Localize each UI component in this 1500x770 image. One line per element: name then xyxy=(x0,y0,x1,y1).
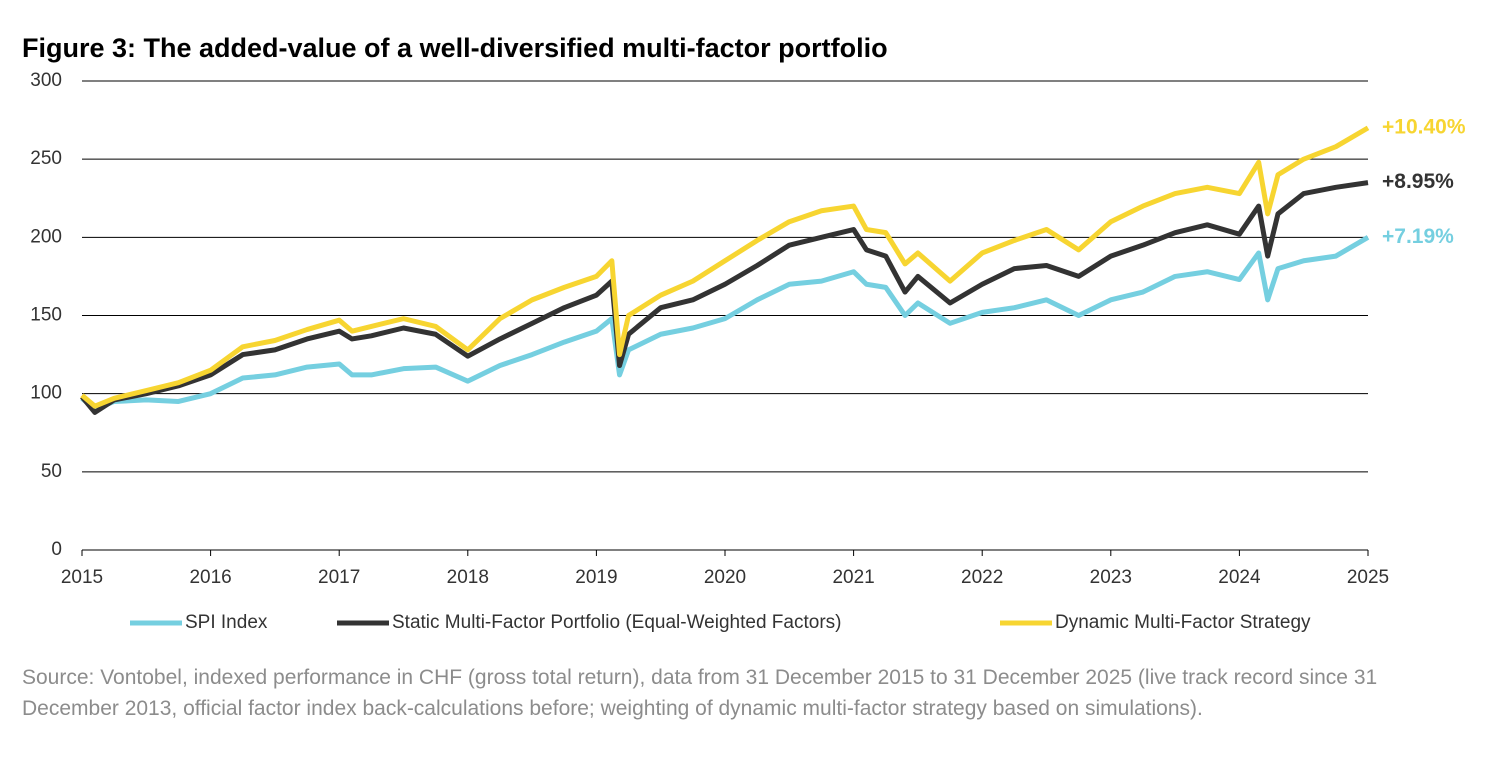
legend-label: Static Multi-Factor Portfolio (Equal-Wei… xyxy=(392,612,841,633)
source-note: Source: Vontobel, indexed performance in… xyxy=(22,666,1378,720)
x-tick-label: 2024 xyxy=(1218,567,1261,588)
series-line xyxy=(80,125,1370,409)
legend-label: Dynamic Multi-Factor Strategy xyxy=(1055,612,1311,633)
x-tick-label: 2017 xyxy=(318,567,360,588)
y-tick-label: 200 xyxy=(30,226,62,247)
end-label: +7.19% xyxy=(1382,225,1454,248)
x-tick-label: 2021 xyxy=(832,567,874,588)
y-tick-label: 300 xyxy=(30,70,62,91)
x-tick-label: 2023 xyxy=(1090,567,1132,588)
chart-title: Figure 3: The added-value of a well-dive… xyxy=(22,33,888,63)
chart: Figure 3: The added-value of a well-dive… xyxy=(22,33,1466,633)
x-tick-label: 2018 xyxy=(447,567,489,588)
x-tick-label: 2022 xyxy=(961,567,1003,588)
x-tick-label: 2020 xyxy=(704,567,746,588)
end-label: +10.40% xyxy=(1382,115,1466,138)
end-label: +8.95% xyxy=(1382,170,1454,193)
y-tick-label: 50 xyxy=(41,461,62,482)
y-tick-label: 150 xyxy=(30,305,62,326)
x-tick-label: 2019 xyxy=(575,567,617,588)
x-tick-label: 2016 xyxy=(189,567,231,588)
x-tick-label: 2025 xyxy=(1347,567,1389,588)
series-line xyxy=(80,235,1370,412)
y-tick-label: 250 xyxy=(30,148,62,169)
y-tick-label: 0 xyxy=(51,539,62,560)
y-tick-label: 100 xyxy=(30,383,62,404)
x-tick-label: 2015 xyxy=(61,567,103,588)
legend-label: SPI Index xyxy=(185,612,268,633)
series-line xyxy=(80,180,1369,415)
